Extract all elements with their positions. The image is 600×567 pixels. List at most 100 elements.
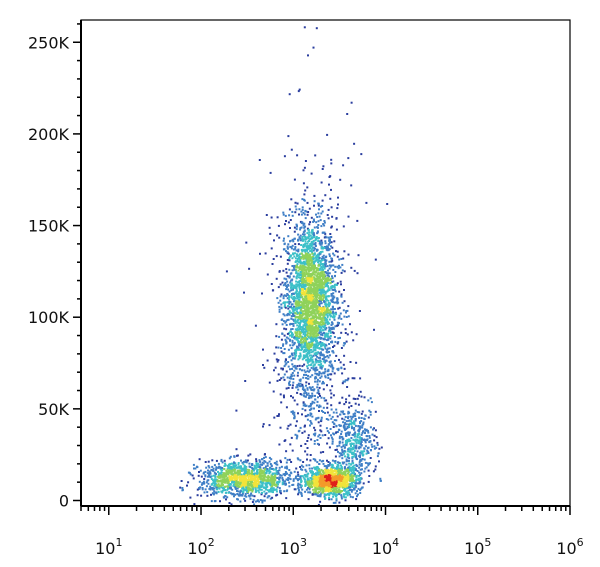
data-point: [303, 213, 306, 216]
data-point: [308, 231, 311, 234]
data-point: [316, 380, 319, 383]
data-point: [297, 346, 300, 349]
data-point: [324, 277, 327, 280]
data-point: [255, 460, 258, 463]
data-point: [348, 493, 351, 496]
data-point: [328, 350, 330, 353]
data-point: [336, 324, 339, 327]
data-point: [329, 331, 332, 334]
data-point: [304, 485, 307, 487]
data-point: [335, 467, 338, 470]
data-point: [303, 263, 306, 266]
data-point: [281, 281, 284, 284]
data-point: [293, 470, 296, 473]
data-point: [292, 324, 295, 327]
data-point: [365, 466, 368, 469]
data-point: [311, 474, 313, 477]
data-point: [326, 348, 329, 351]
data-point: [311, 386, 314, 389]
data-point: [323, 277, 326, 280]
data-point: [292, 286, 295, 289]
data-point: [312, 249, 315, 252]
data-point: [323, 275, 326, 278]
data-point: [307, 364, 310, 367]
data-point: [312, 339, 315, 341]
data-point: [319, 314, 322, 317]
data-point: [259, 463, 262, 466]
data-point: [337, 468, 340, 471]
data-point: [257, 466, 260, 468]
data-point: [243, 483, 246, 486]
data-point: [321, 283, 324, 286]
data-point: [300, 252, 303, 255]
data-point: [296, 263, 299, 266]
data-point: [340, 475, 343, 478]
data-point: [303, 280, 306, 283]
data-point: [261, 501, 264, 504]
data-point: [305, 384, 307, 387]
data-point: [321, 313, 324, 316]
data-point: [288, 469, 291, 471]
data-point: [305, 304, 308, 307]
data-point: [236, 493, 239, 495]
data-point: [316, 295, 319, 298]
data-point: [301, 348, 303, 351]
data-point: [299, 228, 302, 231]
data-point: [311, 231, 314, 234]
data-point: [227, 479, 230, 482]
data-point: [311, 356, 314, 358]
data-point: [268, 468, 271, 471]
data-point: [252, 473, 255, 475]
data-point: [206, 491, 209, 494]
data-point: [310, 480, 313, 483]
data-point: [325, 298, 328, 301]
data-point: [220, 459, 223, 462]
data-point: [329, 310, 332, 313]
data-point: [314, 277, 317, 280]
data-point: [317, 471, 320, 474]
data-point: [318, 476, 321, 479]
data-point: [325, 332, 328, 335]
data-point: [315, 324, 318, 327]
data-point: [297, 233, 300, 236]
data-point: [306, 312, 309, 315]
data-point: [280, 306, 283, 309]
data-point: [289, 281, 292, 284]
data-point: [286, 293, 289, 295]
data-point: [296, 391, 299, 394]
data-point: [232, 464, 235, 466]
data-point: [248, 471, 251, 474]
data-point: [337, 317, 340, 320]
data-point: [310, 256, 313, 259]
data-point: [304, 474, 307, 477]
data-point: [299, 354, 302, 357]
data-point: [225, 498, 227, 501]
data-point: [340, 494, 343, 497]
data-point: [320, 181, 323, 184]
data-point: [360, 472, 363, 475]
data-point: [300, 294, 303, 297]
data-point: [235, 448, 238, 451]
data-point: [298, 304, 301, 307]
data-point: [310, 269, 313, 272]
data-point: [320, 297, 322, 300]
data-point: [285, 461, 288, 464]
data-point: [273, 369, 275, 372]
data-points: [179, 26, 389, 506]
data-point: [304, 342, 307, 345]
data-point: [330, 225, 333, 228]
data-point: [295, 386, 298, 389]
data-point: [305, 245, 308, 248]
data-point: [210, 500, 213, 503]
data-point: [323, 480, 326, 483]
data-point: [293, 264, 296, 267]
data-point: [346, 485, 349, 488]
data-point: [318, 291, 321, 294]
data-point: [321, 477, 324, 480]
data-point: [334, 265, 337, 268]
data-point: [301, 206, 304, 209]
data-point: [310, 485, 313, 488]
data-point: [260, 493, 263, 496]
data-point: [232, 473, 234, 476]
data-point: [326, 493, 329, 495]
